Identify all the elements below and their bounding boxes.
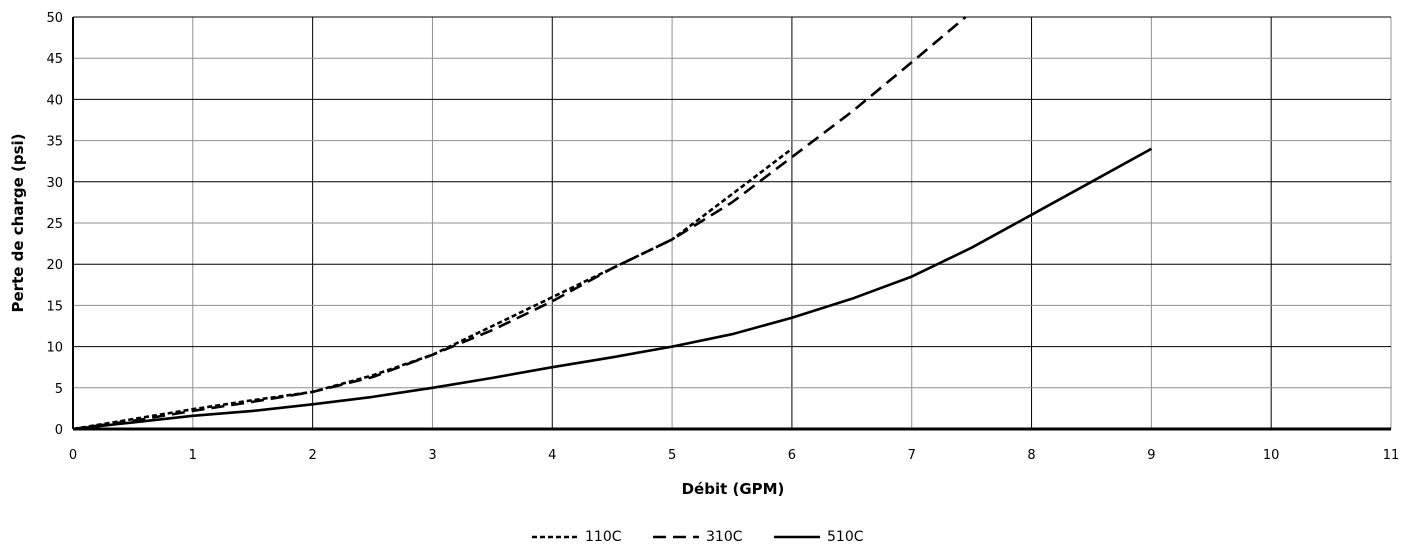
axes [72,17,1391,431]
y-tick-label: 35 [46,135,63,150]
y-tick-label: 30 [46,176,63,191]
y-tick-label: 10 [46,341,63,356]
legend-label: 310C [706,529,743,545]
x-tick-label: 5 [668,448,676,463]
legend-label: 510C [827,529,864,545]
y-tick-label: 25 [46,217,63,232]
x-tick-label: 1 [189,448,197,463]
x-tick-label: 2 [308,448,316,463]
x-tick-label: 8 [1027,448,1035,463]
y-tick-label: 40 [46,93,63,108]
x-tick-label: 6 [788,448,796,463]
x-tick-label: 9 [1147,448,1155,463]
grid [73,16,1392,429]
x-tick-label: 3 [428,448,436,463]
x-tick-label: 11 [1383,448,1400,463]
y-tick-label: 45 [46,52,63,67]
x-tick-label: 4 [548,448,556,463]
x-tick-label: 10 [1263,448,1280,463]
y-tick-label: 5 [55,382,63,397]
y-tick-label: 20 [46,258,63,273]
x-axis-title: Débit (GPM) [682,480,785,498]
y-axis-title: Perte de charge (psi) [9,133,27,312]
y-tick-label: 50 [46,11,63,26]
x-tick-label: 0 [69,448,77,463]
series-line-510c [72,147,1153,431]
y-tick-label: 0 [55,423,63,438]
y-tick-label: 15 [46,299,63,314]
legend-label: 110C [585,529,622,545]
x-tick-label: 7 [908,448,916,463]
series-line-310c [72,16,967,431]
legend: 110C 310C 510C [532,529,864,545]
series-group [72,16,1153,431]
